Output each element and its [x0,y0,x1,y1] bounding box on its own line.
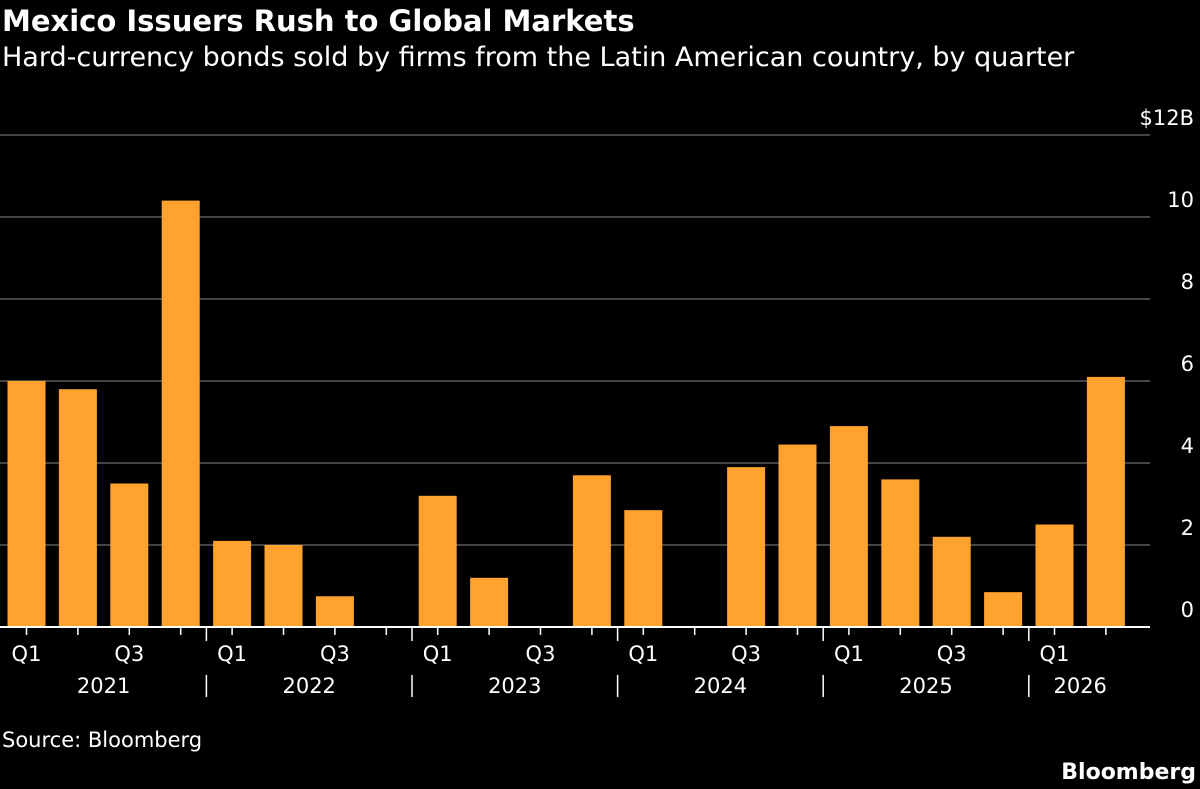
year-label: 2021 [77,674,130,698]
bar [881,479,920,627]
x-tick-label: Q1 [628,642,658,666]
chart-subtitle: Hard-currency bonds sold by firms from t… [2,42,1075,73]
bar [161,200,200,627]
x-tick-label: Q3 [731,642,761,666]
bar [1086,376,1125,627]
bar [264,545,303,627]
x-tick-label: Q3 [937,642,967,666]
y-tick-label: 8 [1181,270,1194,294]
year-label: 2025 [899,674,952,698]
bar [1035,524,1074,627]
bloomberg-logo: Bloomberg [1061,760,1196,785]
bar [418,495,457,627]
y-tick-label: $12B [1140,106,1195,130]
x-tick-label: Q1 [1040,642,1070,666]
bar [829,426,868,627]
bar-chart: 0 2 4 6 8 10 $12B Q1 Q3 Q1 Q3 Q1 Q3 Q1 Q3 Q1 Q3 Q1 2021 202… [0,106,1195,698]
bar [7,381,46,627]
bar [315,596,354,627]
y-tick-label: 4 [1181,434,1194,458]
bar [572,475,611,627]
bar [110,483,149,627]
y-tick-label: 2 [1181,516,1194,540]
bar [984,592,1023,627]
x-tick-label: Q3 [320,642,350,666]
source-note: Source: Bloomberg [2,728,203,752]
x-tick-label: Q1 [217,642,247,666]
bar [470,577,509,627]
x-tick-label: Q3 [114,642,144,666]
year-label: 2024 [694,674,747,698]
y-tick-label: 6 [1181,352,1194,376]
x-tick-label: Q1 [834,642,864,666]
x-tick-label: Q3 [526,642,556,666]
y-tick-label: 0 [1181,598,1194,622]
x-tick-label: Q1 [12,642,42,666]
bar [932,536,971,627]
year-label: 2023 [488,674,541,698]
chart-title: Mexico Issuers Rush to Global Markets [2,4,635,38]
bar [58,389,97,627]
bar [213,540,252,627]
bar [624,510,663,627]
year-label: 2026 [1053,674,1106,698]
bar [778,444,817,627]
y-tick-label: 10 [1167,188,1194,212]
year-label: 2022 [282,674,335,698]
bar [727,467,766,627]
x-tick-label: Q1 [423,642,453,666]
